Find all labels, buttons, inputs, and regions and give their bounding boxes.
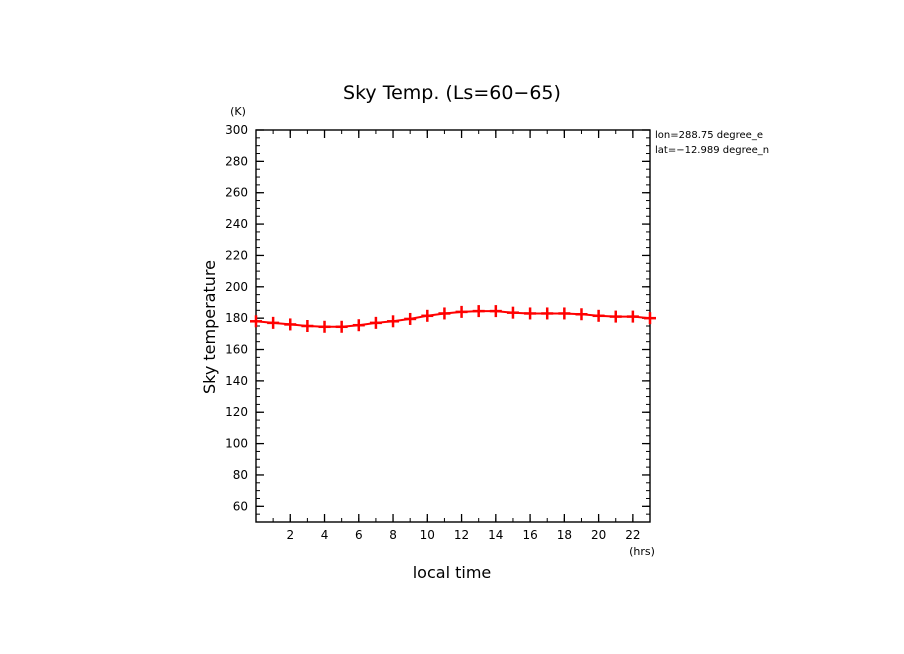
y-tick-label: 200 bbox=[225, 280, 248, 294]
data-point bbox=[524, 307, 537, 320]
data-point bbox=[575, 308, 588, 321]
y-tick-label: 140 bbox=[225, 374, 248, 388]
y-tick-label: 100 bbox=[225, 437, 248, 451]
data-point bbox=[301, 320, 314, 332]
data-point bbox=[352, 319, 365, 332]
x-tick-label: 16 bbox=[522, 528, 537, 542]
x-tick-label: 6 bbox=[355, 528, 363, 542]
data-point bbox=[455, 305, 468, 318]
x-tick-label: 12 bbox=[454, 528, 469, 542]
y-tick-label: 80 bbox=[233, 468, 248, 482]
annotation-clip bbox=[780, 125, 904, 160]
data-point bbox=[644, 312, 656, 325]
data-point bbox=[404, 312, 417, 325]
data-point bbox=[421, 309, 434, 322]
y-tick-label: 260 bbox=[225, 186, 248, 200]
y-tick-label: 160 bbox=[225, 343, 248, 357]
y-tick-label: 120 bbox=[225, 405, 248, 419]
x-tick-label: 8 bbox=[389, 528, 397, 542]
data-point bbox=[318, 320, 331, 333]
data-point bbox=[387, 315, 400, 328]
y-tick-label: 60 bbox=[233, 499, 248, 513]
x-tick-label: 10 bbox=[420, 528, 435, 542]
x-unit: (hrs) bbox=[629, 545, 655, 558]
x-tick-label: 4 bbox=[321, 528, 329, 542]
data-point bbox=[558, 307, 571, 320]
data-point bbox=[541, 307, 554, 320]
annotation-lon: lon=288.75 degree_e bbox=[655, 130, 763, 141]
x-axis-label: local time bbox=[413, 563, 492, 582]
y-tick-label: 220 bbox=[225, 248, 248, 262]
y-tick-label: 240 bbox=[225, 217, 248, 231]
x-tick-label: 2 bbox=[286, 528, 294, 542]
data-point bbox=[626, 310, 639, 323]
data-point bbox=[506, 306, 519, 319]
data-point bbox=[489, 305, 502, 318]
annotation-lat: lat=−12.989 degree_n bbox=[655, 145, 769, 156]
y-tick-label: 300 bbox=[225, 123, 248, 137]
chart-title: Sky Temp. (Ls=60−65) bbox=[343, 82, 561, 104]
data-point bbox=[284, 318, 297, 331]
data-point bbox=[438, 307, 451, 320]
data-point bbox=[335, 320, 348, 333]
y-axis-label: Sky temperature bbox=[200, 260, 219, 394]
data-point bbox=[369, 316, 382, 329]
x-tick-label: 22 bbox=[625, 528, 640, 542]
y-tick-label: 180 bbox=[225, 311, 248, 325]
y-tick-label: 280 bbox=[225, 154, 248, 168]
data-point bbox=[609, 310, 622, 323]
x-tick-label: 14 bbox=[488, 528, 503, 542]
data-point bbox=[267, 316, 280, 329]
x-tick-label: 18 bbox=[557, 528, 572, 542]
data-point bbox=[592, 309, 605, 322]
data-point bbox=[472, 305, 485, 318]
data-point bbox=[250, 315, 262, 328]
series-line bbox=[255, 310, 651, 328]
y-unit: (K) bbox=[230, 105, 246, 118]
x-tick-label: 20 bbox=[591, 528, 606, 542]
